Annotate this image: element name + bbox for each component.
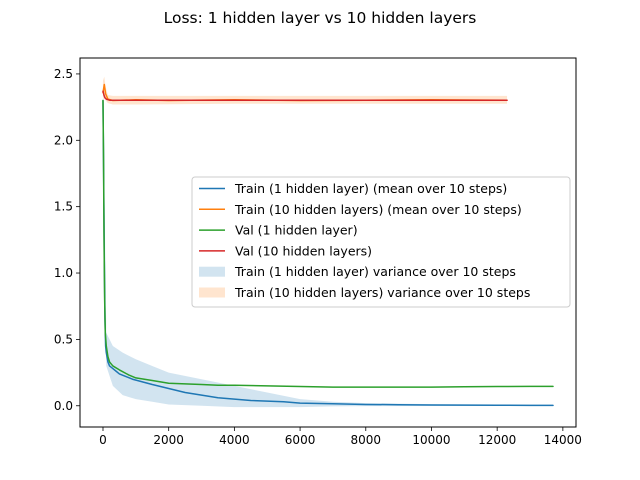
variance-bands: [102, 76, 554, 408]
x-tick-label: 4000: [219, 433, 250, 447]
x-tick-label: 8000: [351, 433, 382, 447]
x-axis: 0 2000 4000 6000 8000 10000 12000 14000: [99, 427, 582, 447]
chart-title: Loss: 1 hidden layer vs 10 hidden layers: [164, 9, 477, 27]
plot-frame: [79, 57, 577, 428]
line-val-1-hidden-layer: [102, 99, 554, 388]
legend-label: Val (10 hidden layers): [235, 243, 372, 258]
y-tick-label: 2.5: [54, 67, 73, 81]
band-train-1-hidden-layer-variance-over-10-steps: [102, 84, 554, 408]
line-train-1-hidden-layer-mean-over-10-steps: [102, 99, 554, 407]
legend-label: Val (1 hidden layer): [235, 223, 358, 238]
legend-label: Train (10 hidden layers) (mean over 10 s…: [234, 202, 522, 217]
x-tick-label: 2000: [153, 433, 184, 447]
y-tick-label: 1.0: [54, 266, 73, 280]
y-tick-label: 0.0: [54, 399, 73, 413]
legend: Train (1 hidden layer) (mean over 10 ste…: [191, 176, 571, 308]
x-tick-label: 0: [99, 433, 107, 447]
legend-box: [191, 176, 571, 308]
legend-handle-patch: [199, 266, 225, 277]
x-tick-label: 12000: [478, 433, 516, 447]
line-val-10-hidden-layers: [102, 90, 508, 101]
band-train-10-hidden-layers-variance-over-10-steps: [102, 76, 508, 105]
legend-label: Train (10 hidden layers) variance over 1…: [234, 285, 530, 300]
y-tick-label: 1.5: [54, 200, 73, 214]
y-tick-label: 0.5: [54, 332, 73, 346]
x-tick-label: 6000: [285, 433, 316, 447]
y-tick-label: 2.0: [54, 133, 73, 147]
y-axis: 0.0 0.5 1.0 1.5 2.0 2.5: [54, 67, 80, 413]
x-tick-label: 10000: [412, 433, 450, 447]
legend-label: Train (1 hidden layer) (mean over 10 ste…: [234, 181, 507, 196]
series-lines: [102, 83, 554, 407]
x-tick-label: 14000: [544, 433, 582, 447]
legend-handle-patch: [199, 287, 225, 298]
legend-label: Train (1 hidden layer) variance over 10 …: [234, 264, 516, 279]
